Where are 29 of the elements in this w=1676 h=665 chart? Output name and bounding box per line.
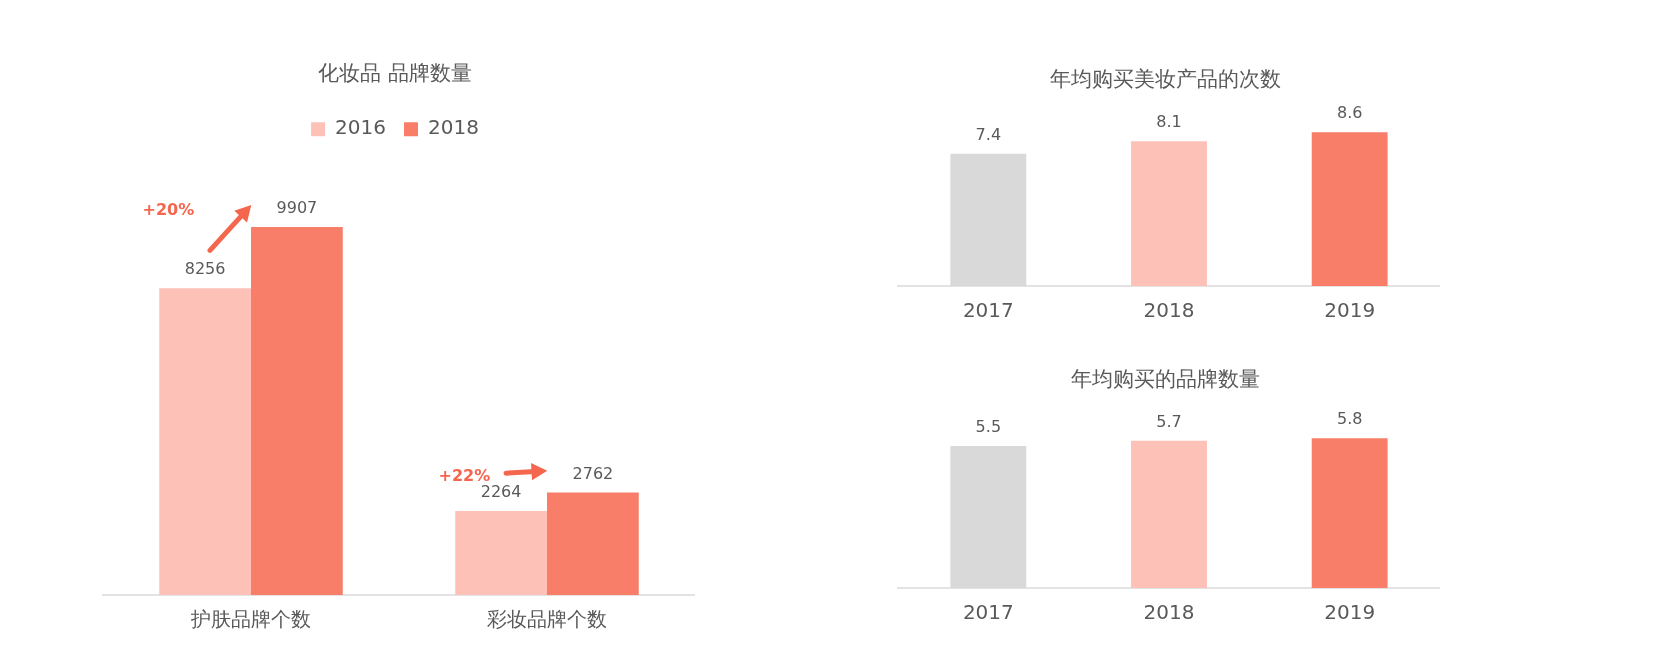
x-tick-label: 2017 bbox=[962, 600, 1014, 625]
data-label: 5.8 bbox=[1336, 409, 1363, 429]
bar bbox=[159, 288, 251, 595]
annotation: +22% bbox=[438, 465, 491, 485]
data-label: 5.5 bbox=[975, 417, 1002, 437]
chart-title: 年均购买美妆产品的次数 bbox=[1049, 67, 1281, 92]
x-tick-label: 2019 bbox=[1324, 600, 1376, 625]
data-label: 8256 bbox=[184, 259, 226, 279]
x-tick-label: 彩妆品牌个数 bbox=[487, 607, 607, 632]
data-label: 5.7 bbox=[1156, 411, 1182, 431]
bar bbox=[251, 226, 343, 595]
x-tick-label: 2018 bbox=[1143, 600, 1195, 625]
x-tick-label: 护肤品牌个数 bbox=[190, 607, 311, 632]
data-label: 9907 bbox=[276, 198, 318, 218]
data-label: 2762 bbox=[572, 463, 614, 483]
data-label: 7.4 bbox=[975, 124, 1002, 144]
x-tick-label: 2018 bbox=[1143, 298, 1195, 323]
x-tick-label: 2017 bbox=[962, 298, 1014, 323]
data-label: 8.1 bbox=[1156, 112, 1182, 132]
chart-title: 年均购买的品牌数量 bbox=[1070, 367, 1260, 392]
legend-label: 2016 bbox=[335, 115, 387, 140]
bar bbox=[547, 492, 639, 595]
data-label: 2264 bbox=[480, 482, 522, 502]
legend-label: 2018 bbox=[428, 115, 479, 140]
chart-title: 化妆品 品牌数量 bbox=[318, 61, 472, 86]
bar bbox=[455, 510, 547, 595]
text: +20% bbox=[142, 200, 195, 220]
x-tick-label: 2019 bbox=[1324, 298, 1376, 323]
data-label: 8.6 bbox=[1336, 103, 1363, 123]
